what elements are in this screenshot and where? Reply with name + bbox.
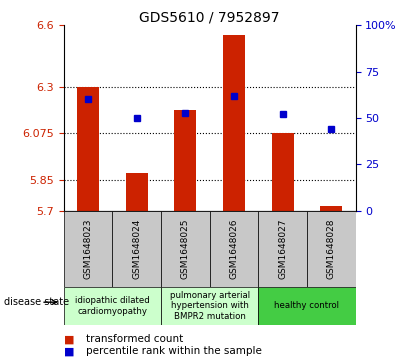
Text: percentile rank within the sample: percentile rank within the sample [86, 346, 262, 356]
Text: transformed count: transformed count [86, 334, 184, 344]
Bar [64, 211, 112, 287]
Text: GSM1648024: GSM1648024 [132, 219, 141, 279]
Text: GSM1648026: GSM1648026 [229, 219, 238, 279]
Text: healthy control: healthy control [275, 301, 339, 310]
Bar [126, 173, 148, 211]
Bar [174, 110, 196, 211]
Bar [161, 287, 258, 325]
Text: GSM1648025: GSM1648025 [181, 219, 190, 279]
Bar [272, 133, 293, 211]
Text: GSM1648028: GSM1648028 [327, 219, 336, 279]
Title: GDS5610 / 7952897: GDS5610 / 7952897 [139, 10, 280, 24]
Bar [161, 211, 210, 287]
Bar [210, 211, 258, 287]
Text: idiopathic dilated
cardiomyopathy: idiopathic dilated cardiomyopathy [75, 296, 150, 315]
Text: pulmonary arterial
hypertension with
BMPR2 mutation: pulmonary arterial hypertension with BMP… [170, 291, 249, 321]
Text: ■: ■ [64, 346, 74, 356]
Bar [307, 211, 356, 287]
Text: GSM1648023: GSM1648023 [83, 219, 92, 279]
Bar [258, 211, 307, 287]
Bar [64, 287, 161, 325]
Bar [112, 211, 161, 287]
Text: GSM1648027: GSM1648027 [278, 219, 287, 279]
Bar [77, 87, 99, 211]
Bar [320, 206, 342, 211]
Text: ■: ■ [64, 334, 74, 344]
Bar [223, 34, 245, 211]
Text: disease state: disease state [4, 297, 69, 307]
Bar [258, 287, 356, 325]
